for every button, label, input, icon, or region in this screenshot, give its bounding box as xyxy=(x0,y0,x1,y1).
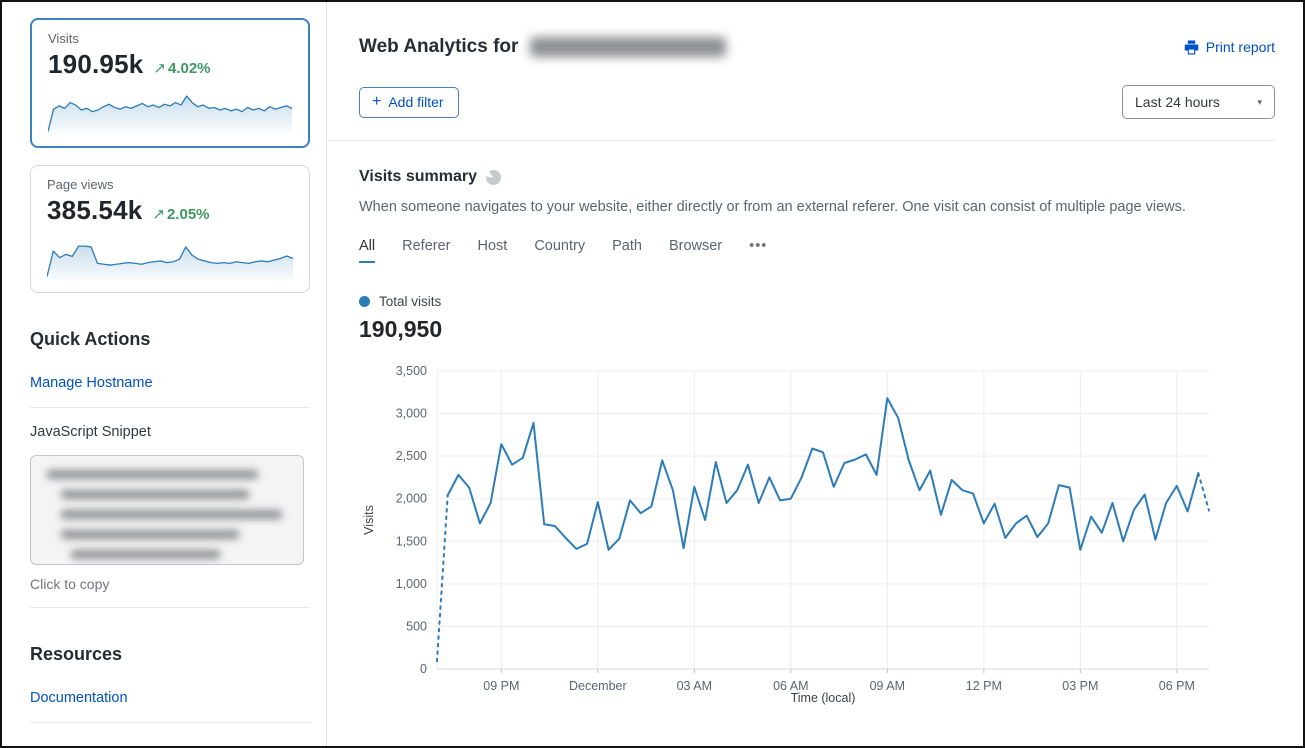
tab-referer[interactable]: Referer xyxy=(402,238,451,254)
chart-legend: Total visits xyxy=(359,294,1275,309)
visits-sparkline-chart xyxy=(48,86,292,135)
documentation-link[interactable]: Documentation xyxy=(30,690,128,706)
visits-time-series-chart[interactable]: 0 500 1,000 1,500 2,000 2,500 3,000 3,500 09 PM D… xyxy=(359,357,1275,709)
page-title-text: Web Analytics for xyxy=(359,36,519,57)
redacted-code-line xyxy=(71,550,220,559)
page-views-sparkline-chart xyxy=(47,232,293,281)
svg-text:12 PM: 12 PM xyxy=(966,679,1002,693)
svg-text:3,500: 3,500 xyxy=(396,364,427,378)
js-snippet-code-box[interactable] xyxy=(30,455,304,565)
chevron-down-icon: ▾ xyxy=(1257,96,1262,107)
tab-country[interactable]: Country xyxy=(534,238,586,254)
print-report-link[interactable]: Print report xyxy=(1184,39,1275,55)
svg-text:3,000: 3,000 xyxy=(396,407,427,421)
legend-dot-icon xyxy=(359,296,370,307)
metric-card-page-views[interactable]: Page views 385.54k ↗ 2.05% xyxy=(30,165,310,293)
more-tabs-button[interactable]: ••• xyxy=(749,238,768,254)
svg-text:2,000: 2,000 xyxy=(396,492,427,506)
add-filter-label: Add filter xyxy=(388,93,444,110)
pie-chart-icon xyxy=(486,169,501,185)
click-to-copy-hint: Click to copy xyxy=(30,576,110,592)
metric-label-page-views: Page views xyxy=(47,177,114,192)
svg-text:1,000: 1,000 xyxy=(396,577,427,591)
svg-text:December: December xyxy=(569,679,627,693)
svg-text:09 PM: 09 PM xyxy=(483,679,519,693)
print-report-label: Print report xyxy=(1205,39,1275,55)
divider xyxy=(327,140,1275,141)
time-range-value: Last 24 hours xyxy=(1135,94,1220,110)
divider xyxy=(30,407,310,408)
trend-up-icon: ↗ xyxy=(153,60,166,77)
metric-change-visits: ↗ 4.02% xyxy=(153,60,211,77)
main-panel: Web Analytics for Print report + Add fil… xyxy=(327,2,1303,746)
quick-actions-heading: Quick Actions xyxy=(30,329,151,349)
page-title: Web Analytics for xyxy=(359,36,727,58)
tab-host[interactable]: Host xyxy=(477,238,508,254)
metric-value-visits: 190.95k xyxy=(48,49,144,79)
svg-text:03 PM: 03 PM xyxy=(1062,679,1098,693)
svg-text:06 AM: 06 AM xyxy=(773,679,808,693)
printer-icon xyxy=(1184,39,1198,55)
dimension-tabs: All Referer Host Country Path Browser ••… xyxy=(359,238,1275,264)
visits-summary-description: When someone navigates to your website, … xyxy=(359,199,1186,215)
redacted-domain xyxy=(530,37,727,57)
redacted-code-line xyxy=(61,510,283,519)
trend-up-icon: ↗ xyxy=(152,206,165,223)
svg-text:Time (local): Time (local) xyxy=(791,691,856,705)
tab-browser[interactable]: Browser xyxy=(668,238,723,254)
add-filter-button[interactable]: + Add filter xyxy=(359,86,459,118)
plus-icon: + xyxy=(372,92,382,110)
svg-text:500: 500 xyxy=(406,619,427,633)
metric-label-visits: Visits xyxy=(48,31,79,46)
sidebar: Visits 190.95k ↗ 4.02% Page views 385.54k… xyxy=(2,2,327,746)
resources-heading: Resources xyxy=(30,644,123,664)
svg-text:Visits: Visits xyxy=(362,505,376,535)
tab-all[interactable]: All xyxy=(359,238,376,263)
time-range-dropdown[interactable]: Last 24 hours ▾ xyxy=(1122,85,1275,119)
visits-summary-title: Visits summary xyxy=(359,168,477,185)
svg-text:0: 0 xyxy=(420,662,427,676)
metric-change-page-views: ↗ 2.05% xyxy=(152,206,210,223)
svg-text:03 AM: 03 AM xyxy=(677,679,712,693)
redacted-code-line xyxy=(61,530,239,539)
manage-hostname-link[interactable]: Manage Hostname xyxy=(30,375,153,391)
js-snippet-label: JavaScript Snippet xyxy=(30,424,151,440)
svg-text:1,500: 1,500 xyxy=(396,534,427,548)
legend-label: Total visits xyxy=(379,294,442,309)
svg-text:09 AM: 09 AM xyxy=(870,679,905,693)
redacted-code-line xyxy=(47,470,259,479)
svg-text:2,500: 2,500 xyxy=(396,449,427,463)
svg-text:06 PM: 06 PM xyxy=(1159,679,1195,693)
metric-value-page-views: 385.54k xyxy=(47,195,143,225)
metric-card-visits[interactable]: Visits 190.95k ↗ 4.02% xyxy=(30,18,310,148)
divider xyxy=(30,722,310,723)
tab-path[interactable]: Path xyxy=(612,238,642,254)
divider xyxy=(30,607,310,608)
total-visits-value: 190,950 xyxy=(359,316,443,342)
redacted-code-line xyxy=(61,490,249,499)
visits-summary-section: Visits summary When someone navigates to… xyxy=(359,141,1275,709)
